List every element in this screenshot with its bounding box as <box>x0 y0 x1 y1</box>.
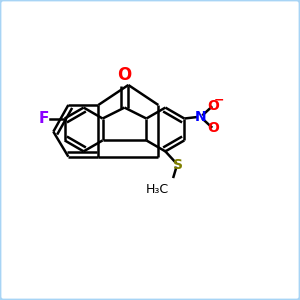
Text: O: O <box>117 66 132 84</box>
Text: N: N <box>195 110 207 124</box>
Text: S: S <box>173 158 183 172</box>
Text: H₃C: H₃C <box>146 183 169 196</box>
Text: O: O <box>207 99 219 112</box>
Text: F: F <box>39 111 49 126</box>
Text: O: O <box>207 122 219 135</box>
Text: −: − <box>214 93 225 106</box>
